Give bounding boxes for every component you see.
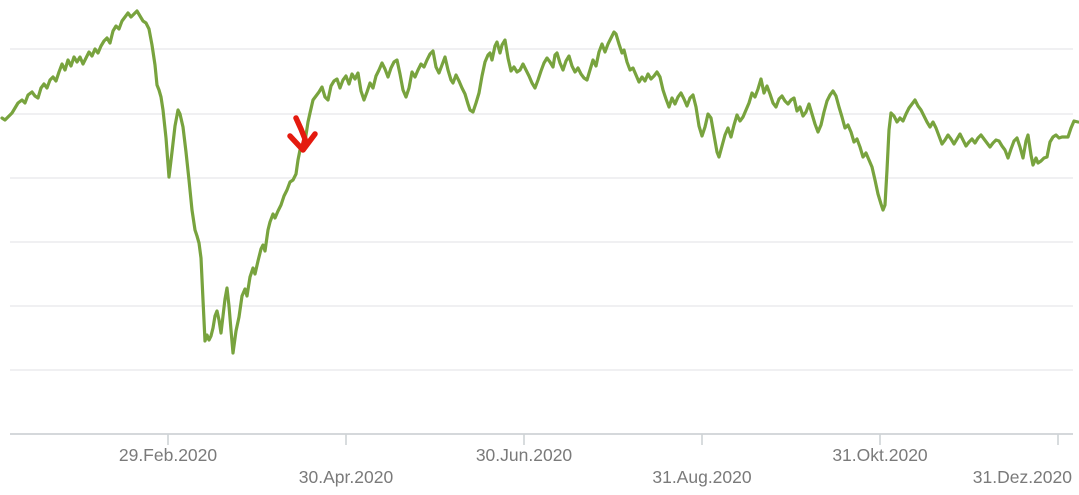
red-arrow-head <box>287 131 318 153</box>
x-axis-date-label: 31.Aug.2020 <box>652 467 752 487</box>
series-group <box>0 9 1079 355</box>
x-axis-date-label: 31.Dez.2020 <box>973 467 1073 487</box>
x-axis-date-label: 31.Okt.2020 <box>832 445 928 465</box>
gridlines-group <box>10 48 1073 371</box>
price-line <box>0 9 1079 355</box>
annotations-group <box>287 115 318 153</box>
x-axis-group <box>10 433 1073 445</box>
x-axis-date-label: 30.Apr.2020 <box>299 467 394 487</box>
red-arrow-shaft <box>293 115 308 150</box>
x-axis-labels-group: 29.Feb.2020 30.Apr.2020 30.Jun.2020 31.Aug.… <box>119 445 1072 487</box>
x-axis-date-label: 30.Jun.2020 <box>476 445 573 465</box>
x-axis-date-label: 29.Feb.2020 <box>119 445 218 465</box>
